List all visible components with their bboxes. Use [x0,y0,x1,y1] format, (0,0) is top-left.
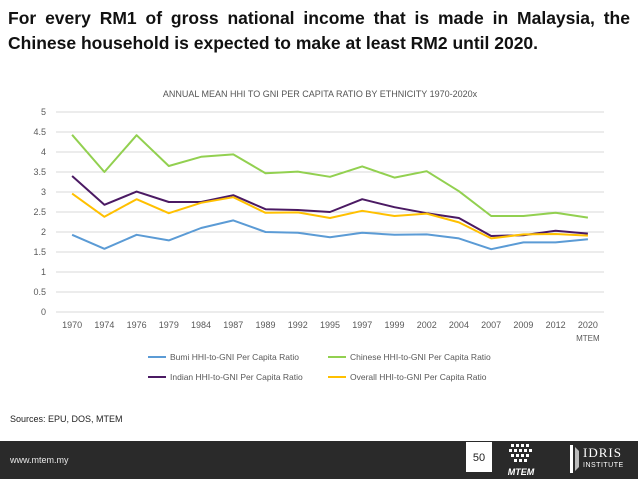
idris-logo: IDRIS INSTITUTE [566,443,632,477]
legend-item: Overall HHI-to-GNI Per Capita Ratio [328,372,487,382]
legend-label: Chinese HHI-to-GNI Per Capita Ratio [350,352,491,362]
legend-label: Bumi HHI-to-GNI Per Capita Ratio [170,352,299,362]
series-line-4 [71,192,588,240]
legend-item: Chinese HHI-to-GNI Per Capita Ratio [328,352,491,362]
legend: Bumi HHI-to-GNI Per Capita Ratio Chinese … [148,352,491,382]
idris-logo-subtitle: INSTITUTE [583,462,624,469]
legend-label: Indian HHI-to-GNI Per Capita Ratio [170,372,303,382]
gridlines [56,111,604,313]
y-tick-label: 0.5 [33,287,46,297]
y-tick-label: 2.5 [33,207,46,217]
mtem-emblem-icon [509,444,532,462]
x-tick-label: 1976 [127,320,147,330]
series-line-3 [71,175,588,237]
idris-mark-icon [570,445,579,473]
footer-url[interactable]: www.mtem.my [10,455,69,465]
x-tick-label: 1984 [191,320,211,330]
x-tick-label: 2012 [546,320,566,330]
chart-title: ANNUAL MEAN HHI TO GNI PER CAPITA RATIO … [163,89,478,99]
footer-bar: www.mtem.my 50 MTEM IDRIS INSTITUTE [0,441,638,479]
y-tick-label: 5 [41,107,46,117]
legend-item: Indian HHI-to-GNI Per Capita Ratio [148,372,303,382]
x-tick-label: 1987 [223,320,243,330]
x-tick-label: 1997 [352,320,372,330]
x-tick-sublabel: MTEM [576,334,600,343]
mtem-logo: MTEM [499,441,543,479]
x-tick-label: 2004 [449,320,469,330]
page-number: 50 [466,442,492,472]
x-tick-label: 1970 [62,320,82,330]
sources-note: Sources: EPU, DOS, MTEM [10,414,123,424]
x-tick-label: 2002 [417,320,437,330]
headline: For every RM1 of gross national income t… [8,8,630,53]
x-tick-label: 1999 [384,320,404,330]
x-tick-label: 1992 [288,320,308,330]
legend-item: Bumi HHI-to-GNI Per Capita Ratio [148,352,299,362]
x-tick-label: 2009 [513,320,533,330]
series-lines [71,134,589,251]
x-tick-label: 1979 [159,320,179,330]
idris-logo-name: IDRIS [583,445,622,460]
y-tick-label: 1 [41,267,46,277]
y-tick-label: 1.5 [33,247,46,257]
x-axis-tick-labels: 1970 1974 1976 1979 1984 1987 1989 1992 1995 1997… [62,320,600,343]
y-tick-label: 0 [41,307,46,317]
x-tick-label: 1974 [94,320,114,330]
y-tick-label: 3.5 [33,167,46,177]
y-tick-label: 4 [41,147,46,157]
x-tick-label: 2020 [578,320,598,330]
y-tick-label: 4.5 [33,127,46,137]
series-line-1 [71,219,588,251]
legend-label: Overall HHI-to-GNI Per Capita Ratio [350,372,487,382]
y-tick-label: 2 [41,227,46,237]
y-tick-label: 3 [41,187,46,197]
x-tick-label: 1989 [256,320,276,330]
x-tick-label: 1995 [320,320,340,330]
chart: ANNUAL MEAN HHI TO GNI PER CAPITA RATIO … [33,89,604,382]
y-axis-tick-labels: 0 0.5 1 1.5 2 2.5 3 3.5 4 4.5 5 [33,107,46,317]
series-line-2 [71,134,589,219]
x-tick-label: 2007 [481,320,501,330]
mtem-logo-text: MTEM [507,467,535,477]
